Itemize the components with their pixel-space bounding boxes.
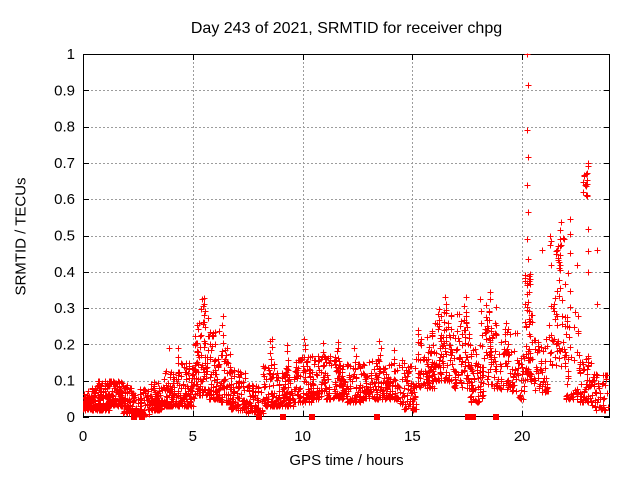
svg-text:0.4: 0.4	[54, 264, 75, 281]
x-axis-label: GPS time / hours	[289, 452, 404, 469]
zero-markers	[131, 414, 499, 420]
svg-text:20: 20	[514, 428, 531, 445]
svg-text:0.8: 0.8	[54, 119, 75, 136]
svg-text:5: 5	[189, 428, 197, 445]
svg-text:0: 0	[79, 428, 87, 445]
svg-text:0.2: 0.2	[54, 336, 75, 353]
svg-text:1: 1	[67, 46, 75, 63]
svg-text:0.3: 0.3	[54, 300, 75, 317]
plot-border	[83, 54, 610, 417]
svg-text:0.7: 0.7	[54, 155, 75, 172]
svg-text:0.9: 0.9	[54, 82, 75, 99]
axis-ticks	[83, 54, 610, 418]
svg-text:0.1: 0.1	[54, 373, 75, 390]
svg-text:10: 10	[294, 428, 311, 445]
svg-text:0: 0	[67, 409, 75, 426]
y-tick-labels: 0 0.1 0.2 0.3 0.4 0.5 0.6 0.7 0.8 0.9 1	[54, 46, 75, 426]
svg-text:0.5: 0.5	[54, 228, 75, 245]
svg-text:15: 15	[404, 428, 421, 445]
x-tick-labels: 0 5 10 15 20	[79, 428, 531, 445]
chart-title: Day 243 of 2021, SRMTID for receiver chp…	[190, 20, 503, 37]
grid-lines	[83, 54, 610, 417]
data-points	[83, 53, 610, 418]
svg-text:0.6: 0.6	[54, 191, 75, 208]
